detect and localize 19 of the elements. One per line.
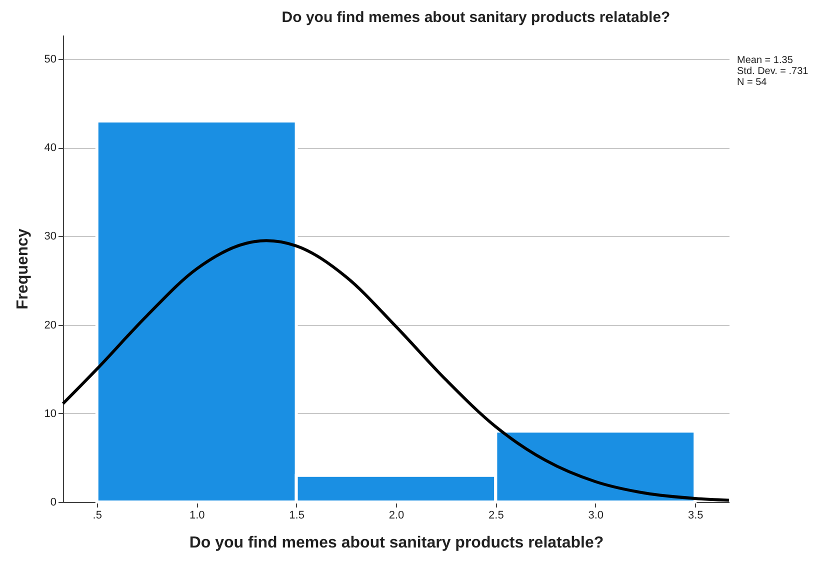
- x-tick-label: 2.0: [388, 510, 404, 522]
- x-tick-label: 3.0: [588, 510, 604, 522]
- x-tick-label: 1.5: [289, 510, 304, 522]
- y-axis-title: Frequency: [14, 228, 32, 310]
- chart-title: Do you find memes about sanitary products relatable?: [282, 9, 670, 26]
- x-tick-label: .5: [92, 510, 102, 522]
- y-tick-label: 20: [44, 319, 56, 332]
- text: N = 54: [737, 77, 768, 88]
- y-tick-label: 50: [44, 53, 56, 66]
- x-tick-label: 3.5: [688, 510, 704, 522]
- y-tick-label: 30: [44, 230, 56, 243]
- y-tick-label: 0: [50, 496, 56, 508]
- x-tick-label: 1.0: [189, 510, 205, 522]
- text: Mean = 1.35: [737, 55, 794, 66]
- y-tick-label: 40: [44, 142, 56, 154]
- x-tick-label: 2.5: [488, 510, 504, 522]
- y-tick-label: 10: [44, 408, 56, 420]
- text: Std. Dev. = .731: [737, 66, 809, 77]
- x-axis-title: Do you find memes about sanitary products relatable?: [189, 534, 604, 552]
